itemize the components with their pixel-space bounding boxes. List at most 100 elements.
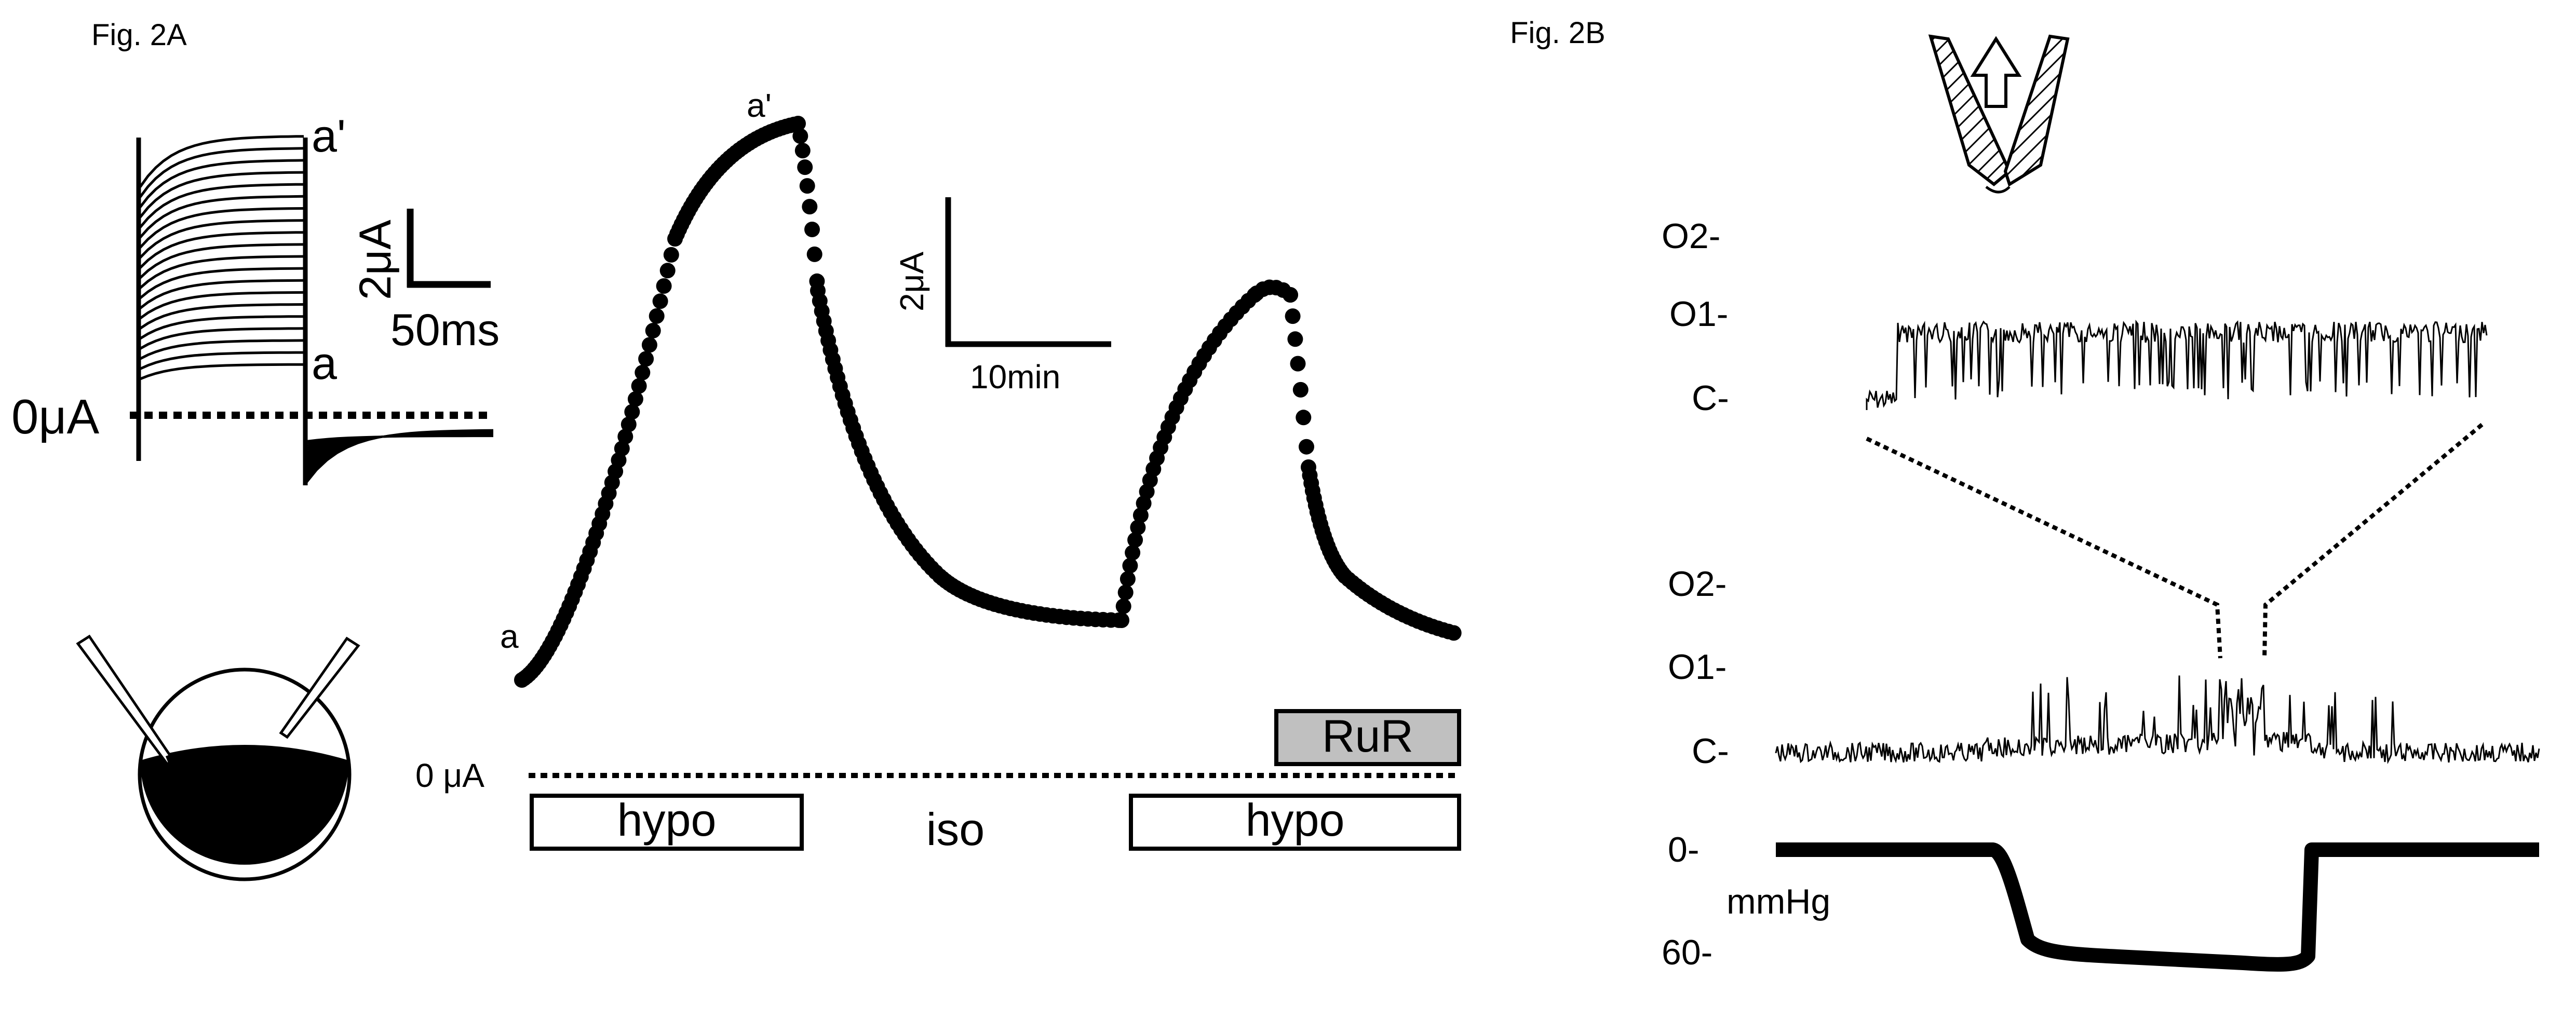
time-course-point — [1446, 625, 1462, 641]
current-step-trace — [140, 363, 304, 380]
current-time-course-points — [514, 116, 1462, 688]
time-course-point — [1285, 308, 1301, 324]
time-course-point — [631, 378, 647, 394]
expanded-level-O2: O2- — [1662, 216, 1720, 256]
pressure-step-trace — [1776, 842, 2539, 972]
current-step-trace — [139, 279, 304, 309]
steps-scale-current-label: 2μA — [350, 220, 400, 300]
steps-zero-label: 0μA — [11, 389, 99, 444]
patch-pipette-drawing — [1928, 34, 2070, 194]
time-course-scale-bar — [945, 197, 1111, 347]
microelectrode-right — [279, 636, 360, 739]
time-course-point — [659, 263, 676, 279]
time-course-point — [1115, 598, 1131, 614]
oocyte-drawing — [76, 634, 360, 881]
pressure-trace: 0- mmHg 60- — [1662, 830, 2539, 972]
pressure-max-label: 60- — [1662, 933, 1712, 972]
steps-scale-bar — [407, 209, 491, 288]
microelectrode-left — [76, 634, 176, 767]
current-step-trace — [139, 183, 304, 228]
time-course-point — [1127, 532, 1143, 548]
current-steps-inset: a' a 0μA 2μA 50ms — [11, 110, 500, 485]
time-course-point — [802, 199, 818, 215]
hypo-bar-2 — [1129, 794, 1461, 851]
time-course-point — [614, 441, 630, 457]
current-step-trace — [139, 195, 304, 239]
time-course-point — [641, 337, 657, 353]
hypo-bar-1-label: hypo — [617, 794, 717, 846]
current-step-trace — [139, 255, 304, 289]
time-course-point — [1287, 331, 1303, 347]
expanded-channel-trace: O2- O1- C- — [1662, 216, 2488, 659]
full-level-C: C- — [1692, 731, 1729, 771]
time-course-point — [627, 391, 643, 407]
current-step-trace — [139, 207, 304, 249]
current-step-trace — [139, 351, 304, 370]
time-course-point — [1117, 584, 1134, 601]
steps-scale-time-label: 50ms — [390, 305, 500, 355]
current-step-trace — [139, 171, 304, 218]
time-course-point — [806, 246, 822, 262]
tail-current-traces — [305, 429, 494, 484]
time-course-point — [790, 116, 806, 131]
time-course-point — [1299, 439, 1314, 455]
figure-a-label: Fig. 2A — [91, 18, 187, 52]
current-step-trace — [139, 291, 304, 320]
time-course-plot: a a' 2μA 10min 0 μA hypo iso hypo RuR — [415, 87, 1462, 855]
time-course-point — [792, 128, 808, 144]
full-current-trace — [1775, 675, 2540, 765]
time-course-point — [635, 364, 651, 380]
time-course-start-label: a — [500, 618, 519, 655]
current-step-trace — [139, 339, 304, 360]
current-step-trace — [139, 243, 304, 279]
time-course-zero-label: 0 μA — [415, 757, 484, 794]
time-course-peak-label: a' — [747, 87, 772, 124]
time-course-point — [621, 416, 637, 432]
current-step-trace — [139, 135, 304, 188]
full-level-O1: O1- — [1668, 647, 1727, 687]
steps-point-bottom-label: a — [312, 337, 337, 389]
time-course-scale-time-label: 10min — [970, 358, 1060, 396]
zoom-connector-left — [1866, 437, 2222, 659]
expanded-level-C: C- — [1692, 378, 1729, 418]
time-course-point — [1130, 520, 1146, 536]
time-course-point — [1125, 544, 1141, 561]
full-channel-trace: O2- O1- C- — [1668, 564, 2540, 771]
time-course-point — [1120, 571, 1136, 587]
time-course-point — [638, 351, 654, 367]
tail-current-trace — [305, 429, 494, 484]
time-course-point — [1122, 557, 1138, 574]
time-course-point — [663, 247, 679, 263]
current-step-trace — [139, 147, 304, 198]
time-course-point — [652, 293, 668, 309]
time-course-point — [1283, 287, 1298, 303]
time-course-point — [1296, 410, 1312, 426]
current-step-trace — [139, 303, 304, 330]
current-step-trace — [139, 159, 304, 208]
time-course-point — [617, 429, 633, 445]
expanded-current-trace — [1866, 319, 2488, 410]
time-course-point — [1290, 356, 1306, 372]
time-course-point — [645, 323, 661, 338]
time-course-point — [794, 143, 811, 159]
time-course-point — [797, 159, 813, 175]
iso-label: iso — [926, 804, 985, 855]
current-step-trace — [139, 219, 304, 259]
time-course-point — [1132, 507, 1149, 523]
figure-b-label: Fig. 2B — [1510, 16, 1606, 50]
time-course-point — [1114, 612, 1129, 628]
current-step-trace — [139, 315, 304, 340]
time-course-point — [649, 308, 665, 324]
current-step-trace — [139, 267, 304, 300]
rur-bar-label: RuR — [1322, 710, 1413, 761]
current-step-trace — [139, 231, 304, 269]
time-course-point — [656, 278, 672, 294]
time-course-point — [1136, 495, 1152, 511]
time-course-scale-current-label: 2μA — [893, 252, 930, 311]
time-course-point — [799, 178, 815, 194]
zoom-connector-right — [2262, 423, 2484, 659]
expanded-level-O1: O1- — [1669, 294, 1728, 334]
pressure-unit-label: mmHg — [1727, 882, 1830, 921]
time-course-point — [804, 222, 820, 237]
